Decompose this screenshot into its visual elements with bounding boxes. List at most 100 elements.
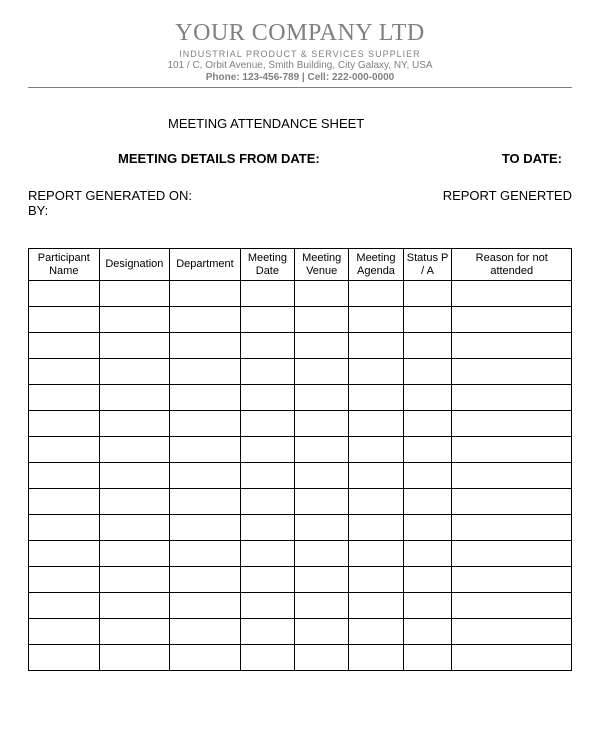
table-cell	[240, 515, 294, 541]
table-cell	[240, 645, 294, 671]
col-header-meeting-venue: Meeting Venue	[295, 249, 349, 281]
table-row	[29, 593, 572, 619]
table-cell	[452, 437, 572, 463]
table-cell	[170, 281, 241, 307]
table-cell	[29, 567, 100, 593]
table-cell	[29, 645, 100, 671]
table-cell	[29, 359, 100, 385]
table-cell	[99, 281, 170, 307]
table-cell	[240, 385, 294, 411]
table-cell	[170, 515, 241, 541]
table-cell	[240, 333, 294, 359]
table-cell	[452, 593, 572, 619]
company-contact: Phone: 123-456-789 | Cell: 222-000-0000	[28, 72, 572, 83]
table-cell	[403, 281, 452, 307]
table-row	[29, 385, 572, 411]
table-cell	[295, 541, 349, 567]
table-cell	[403, 411, 452, 437]
table-cell	[240, 567, 294, 593]
table-cell	[295, 333, 349, 359]
table-cell	[240, 359, 294, 385]
table-cell	[349, 411, 403, 437]
table-cell	[29, 411, 100, 437]
table-cell	[29, 593, 100, 619]
table-cell	[403, 437, 452, 463]
table-cell	[170, 541, 241, 567]
table-cell	[170, 489, 241, 515]
table-cell	[403, 489, 452, 515]
table-cell	[99, 359, 170, 385]
col-header-designation: Designation	[99, 249, 170, 281]
table-cell	[349, 489, 403, 515]
table-cell	[170, 411, 241, 437]
table-cell	[295, 281, 349, 307]
table-row	[29, 281, 572, 307]
table-cell	[295, 359, 349, 385]
table-cell	[349, 463, 403, 489]
table-cell	[240, 593, 294, 619]
table-cell	[452, 645, 572, 671]
attendance-table-body	[29, 281, 572, 671]
table-cell	[170, 307, 241, 333]
report-info-row: REPORT GENERATED ON: REPORT GENERTED BY:	[28, 188, 572, 218]
table-cell	[170, 619, 241, 645]
col-header-reason: Reason for not attended	[452, 249, 572, 281]
table-cell	[29, 619, 100, 645]
table-cell	[99, 645, 170, 671]
table-cell	[403, 307, 452, 333]
table-cell	[295, 645, 349, 671]
table-cell	[170, 567, 241, 593]
table-cell	[170, 645, 241, 671]
col-header-meeting-date: Meeting Date	[240, 249, 294, 281]
table-cell	[403, 593, 452, 619]
table-cell	[295, 515, 349, 541]
letterhead: YOUR COMPANY LTD INDUSTRIAL PRODUCT & SE…	[28, 20, 572, 88]
table-cell	[29, 385, 100, 411]
table-cell	[452, 307, 572, 333]
table-cell	[349, 359, 403, 385]
table-cell	[99, 515, 170, 541]
table-cell	[99, 619, 170, 645]
col-header-meeting-agenda: Meeting Agenda	[349, 249, 403, 281]
table-cell	[99, 437, 170, 463]
table-cell	[99, 463, 170, 489]
table-cell	[29, 307, 100, 333]
table-cell	[452, 281, 572, 307]
col-header-status: Status P / A	[403, 249, 452, 281]
report-generated-by-label: REPORT GENERTED	[443, 188, 572, 203]
table-cell	[452, 541, 572, 567]
table-cell	[403, 619, 452, 645]
table-cell	[403, 463, 452, 489]
table-cell	[99, 567, 170, 593]
table-cell	[349, 541, 403, 567]
table-row	[29, 307, 572, 333]
table-cell	[240, 463, 294, 489]
table-cell	[295, 307, 349, 333]
table-cell	[240, 489, 294, 515]
table-cell	[452, 359, 572, 385]
meeting-details-row: MEETING DETAILS FROM DATE: TO DATE:	[28, 151, 572, 166]
table-cell	[99, 307, 170, 333]
table-cell	[452, 567, 572, 593]
table-cell	[240, 437, 294, 463]
table-cell	[29, 281, 100, 307]
table-cell	[403, 385, 452, 411]
table-cell	[295, 567, 349, 593]
table-cell	[452, 619, 572, 645]
col-header-participant-name: Participant Name	[29, 249, 100, 281]
table-cell	[349, 593, 403, 619]
table-cell	[240, 541, 294, 567]
table-cell	[403, 359, 452, 385]
table-row	[29, 463, 572, 489]
table-cell	[170, 359, 241, 385]
table-cell	[99, 385, 170, 411]
table-cell	[349, 645, 403, 671]
table-row	[29, 437, 572, 463]
table-cell	[170, 437, 241, 463]
table-cell	[349, 385, 403, 411]
table-cell	[170, 333, 241, 359]
attendance-table: Participant Name Designation Department …	[28, 248, 572, 671]
table-row	[29, 359, 572, 385]
table-cell	[403, 645, 452, 671]
table-row	[29, 333, 572, 359]
